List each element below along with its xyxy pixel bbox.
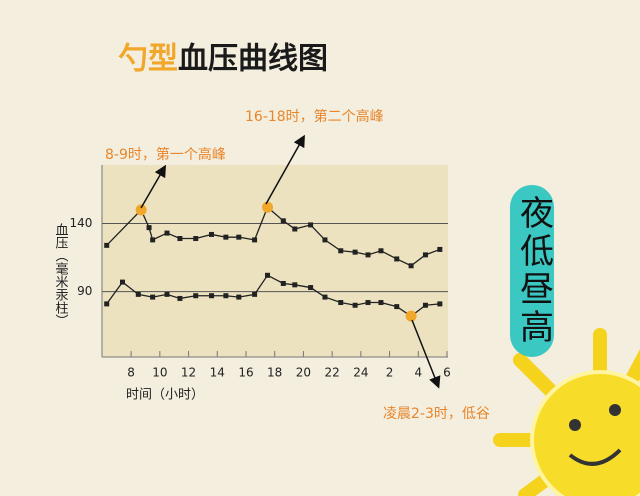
point [265, 272, 271, 278]
point [146, 225, 152, 231]
point [209, 293, 215, 299]
point [437, 301, 443, 307]
x-tick-label: 8 [127, 366, 135, 380]
x-tick-label: 4 [414, 366, 422, 380]
point [365, 300, 371, 306]
point [252, 237, 258, 243]
point [352, 249, 358, 255]
point [193, 236, 199, 242]
annotation-arrow [411, 319, 441, 389]
y-tick-label: 90 [77, 284, 92, 298]
x-tick-label: 10 [152, 366, 167, 380]
point [177, 236, 183, 242]
point [322, 294, 328, 300]
y-axis-label: 血压（毫米汞柱） [53, 223, 69, 327]
annotation-arrow [140, 164, 167, 209]
point [252, 291, 258, 297]
point [135, 291, 141, 297]
side-note: 夜低昼高 [514, 195, 554, 347]
x-tick-label: 22 [324, 366, 339, 380]
x-axis-label: 时间（小时） [126, 388, 204, 403]
x-tick-label: 24 [353, 366, 368, 380]
annotation: 16-18时，第二个高峰 [245, 108, 384, 125]
x-tick-label: 20 [296, 366, 311, 380]
point [437, 246, 443, 252]
point [365, 252, 371, 258]
point [308, 222, 314, 228]
point [280, 218, 286, 224]
point [394, 256, 400, 262]
sun [493, 328, 640, 496]
point [378, 300, 384, 306]
point [394, 304, 400, 310]
point [150, 294, 156, 300]
annotation: 凌晨2-3时，低谷 [383, 406, 490, 422]
point [378, 248, 384, 254]
x-tick-label: 6 [443, 366, 451, 380]
point [120, 279, 126, 285]
point [164, 230, 170, 236]
point [236, 234, 242, 240]
point [280, 280, 286, 286]
point [292, 226, 298, 232]
title: 血压曲线图 [178, 42, 328, 77]
point [193, 293, 199, 299]
x-tick-label: 18 [267, 366, 282, 380]
x-tick-label: 12 [181, 366, 196, 380]
x-tick-label: 2 [386, 366, 394, 380]
annotation-arrow [265, 134, 305, 205]
point [322, 237, 328, 243]
point [223, 293, 229, 299]
point [209, 231, 215, 237]
side-badge [510, 185, 554, 357]
point [104, 242, 110, 248]
y-tick-label: 140 [69, 216, 92, 230]
title-accent: 勺型 [118, 42, 178, 77]
x-tick-label: 14 [210, 366, 225, 380]
point [164, 291, 170, 297]
point [292, 282, 298, 288]
highlight-point [262, 201, 274, 213]
plot-area [102, 165, 448, 357]
highlight-point [135, 204, 147, 216]
highlight-point [405, 310, 417, 322]
x-tick-label: 16 [238, 366, 253, 380]
annotation: 8-9时，第一个高峰 [105, 146, 226, 163]
point [352, 302, 358, 308]
point [236, 294, 242, 300]
point [223, 234, 229, 240]
point [177, 295, 183, 301]
point [338, 248, 344, 254]
point [338, 300, 344, 306]
point [422, 302, 428, 308]
point [150, 237, 156, 243]
point [408, 263, 414, 269]
point [104, 301, 110, 307]
point [422, 252, 428, 258]
point [308, 285, 314, 291]
